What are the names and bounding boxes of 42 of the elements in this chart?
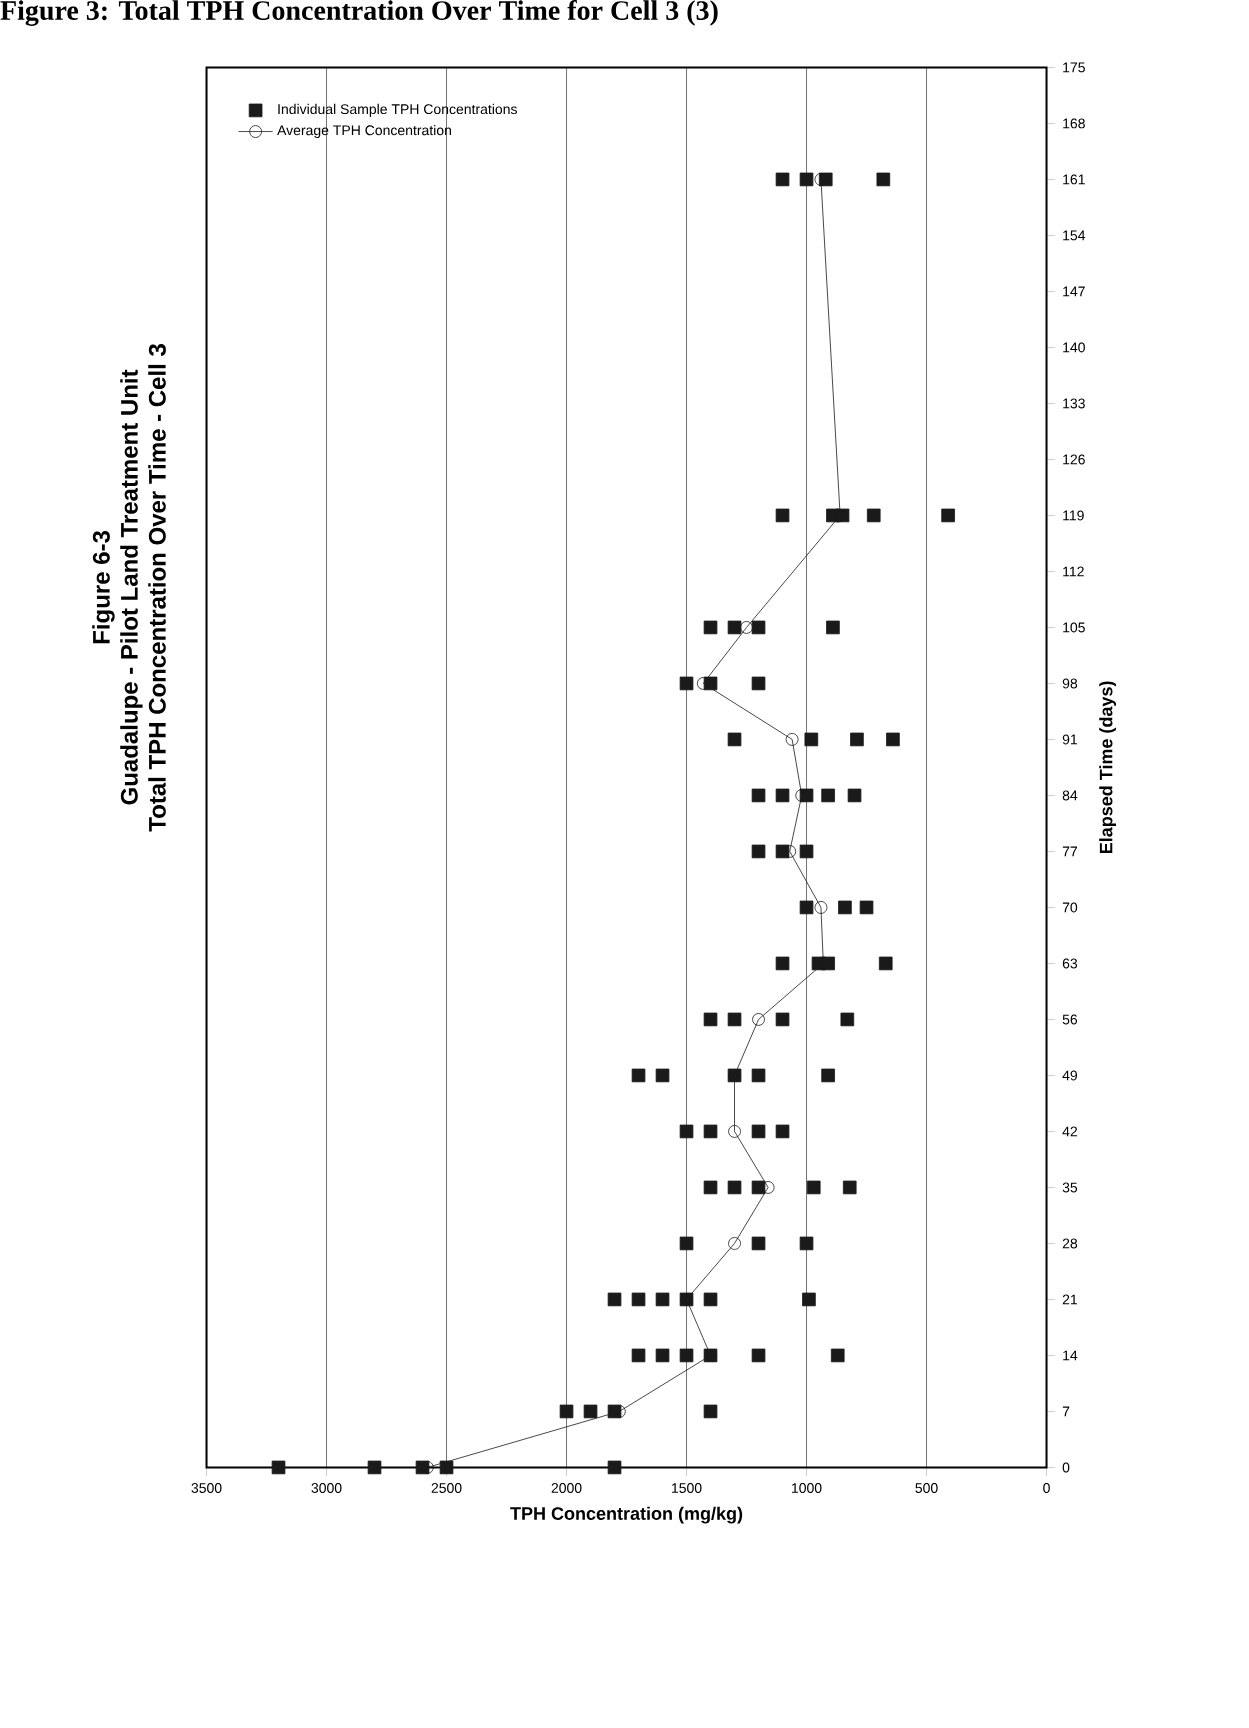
legend-label: Individual Sample TPH Concentrations — [278, 103, 517, 117]
text: Total TPH Concentration Over Time - Cell 3 — [148, 344, 166, 832]
y-tick-label: 105 — [1063, 622, 1085, 633]
x-tick-label: 2500 — [431, 1483, 462, 1493]
y-tick-label: 21 — [1062, 1294, 1078, 1305]
x-tick-label: 500 — [915, 1483, 938, 1493]
y-tick-label: 0 — [1062, 1462, 1070, 1473]
y-tick-label: 84 — [1062, 790, 1078, 801]
y-tick-label: 7 — [1062, 1406, 1070, 1417]
x-axis-title: TPH Concentration (mg/kg) — [510, 1506, 743, 1524]
y-tick-label: 140 — [1063, 342, 1085, 353]
y-tick-label: 42 — [1062, 1126, 1078, 1137]
y-tick-label: 161 — [1063, 174, 1085, 185]
text: Figure 6-3 — [92, 530, 115, 644]
y-tick-label: 35 — [1062, 1182, 1078, 1193]
y-tick-label: 168 — [1063, 118, 1085, 129]
y-tick-label: 70 — [1062, 902, 1078, 913]
y-tick-label: 119 — [1063, 510, 1084, 521]
x-tick-label: 3500 — [191, 1483, 222, 1493]
caption: Figure 3: Total TPH Concentration Over Time for Cell 3 (3) — [0, 0, 718, 26]
x-tick-label: 3000 — [311, 1483, 342, 1493]
y-tick-label: 14 — [1063, 1350, 1078, 1361]
y-axis-title: Elapsed Time (days) — [1099, 681, 1116, 854]
legend-label: Average TPH Concentration — [277, 124, 451, 139]
y-tick-label: 154 — [1063, 230, 1086, 241]
y-tick-label: 175 — [1063, 62, 1085, 73]
y-tick-label: 98 — [1062, 678, 1078, 689]
x-tick-label: 1000 — [792, 1483, 822, 1493]
y-tick-label: 49 — [1062, 1070, 1078, 1081]
y-tick-label: 91 — [1062, 734, 1078, 745]
x-tick-label: 2000 — [551, 1483, 582, 1493]
y-tick-label: 112 — [1063, 566, 1084, 577]
y-tick-label: 133 — [1063, 398, 1085, 409]
y-tick-label: 63 — [1062, 958, 1078, 969]
x-tick-label: 0 — [1043, 1483, 1050, 1493]
x-tick-label: 1500 — [672, 1483, 702, 1493]
y-tick-label: 126 — [1063, 454, 1085, 465]
y-tick-label: 56 — [1062, 1014, 1078, 1025]
y-tick-label: 147 — [1063, 286, 1085, 297]
y-tick-label: 77 — [1062, 846, 1078, 857]
y-tick-label: 28 — [1062, 1238, 1078, 1249]
text: Guadalupe - Pilot Land Treatment Unit — [120, 369, 143, 805]
